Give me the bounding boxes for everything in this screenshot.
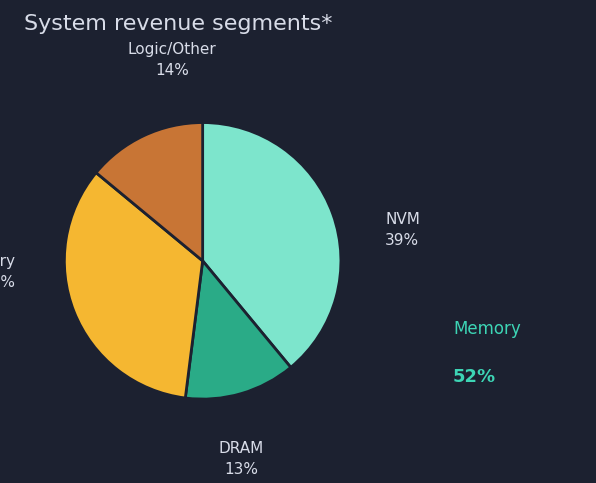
Text: System revenue segments*: System revenue segments* (24, 14, 333, 34)
Text: Logic/Other
14%: Logic/Other 14% (128, 43, 216, 78)
Text: NVM
39%: NVM 39% (385, 213, 420, 248)
Text: DRAM
13%: DRAM 13% (219, 440, 264, 477)
Text: Memory: Memory (453, 320, 521, 338)
Text: Foundry
34%: Foundry 34% (0, 254, 16, 290)
Text: 52%: 52% (453, 369, 496, 386)
Wedge shape (203, 123, 341, 368)
Wedge shape (96, 123, 203, 261)
Wedge shape (185, 261, 291, 399)
Wedge shape (64, 173, 203, 398)
